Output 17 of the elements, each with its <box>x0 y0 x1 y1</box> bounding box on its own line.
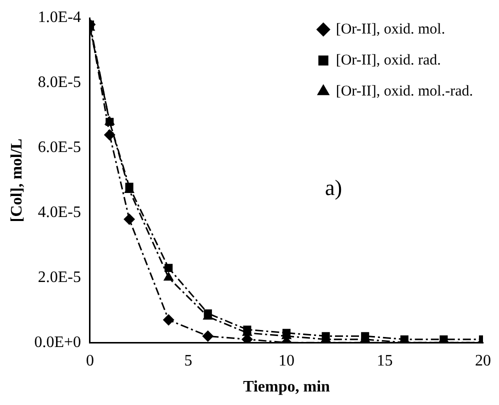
x-tick-label: 5 <box>184 352 192 370</box>
y-axis-title: [Col], mol/L <box>8 138 26 222</box>
x-tick-label: 10 <box>278 352 294 370</box>
y-tick-label: 2.0E-5 <box>38 268 81 286</box>
y-tick-label: 4.0E-5 <box>38 204 81 221</box>
y-tick-label: 1.0E-4 <box>38 9 81 26</box>
x-tick-label: 0 <box>86 352 94 370</box>
legend-label: [Or-II], oxid. mol.-rad. <box>336 83 474 100</box>
x-axis-title: Tiempo, min <box>243 378 330 396</box>
y-tick-label: 6.0E-5 <box>38 139 81 156</box>
legend-label: [Or-II], oxid. mol. <box>336 21 446 38</box>
y-tick-label: 8.0E-5 <box>38 74 81 92</box>
legend-label: [Or-II], oxid. rad. <box>336 52 441 68</box>
x-tick-label: 15 <box>376 352 393 370</box>
y-tick-label: 0.0E+0 <box>34 334 81 351</box>
x-tick-label: 20 <box>475 352 491 370</box>
annotation: a) <box>325 175 342 201</box>
